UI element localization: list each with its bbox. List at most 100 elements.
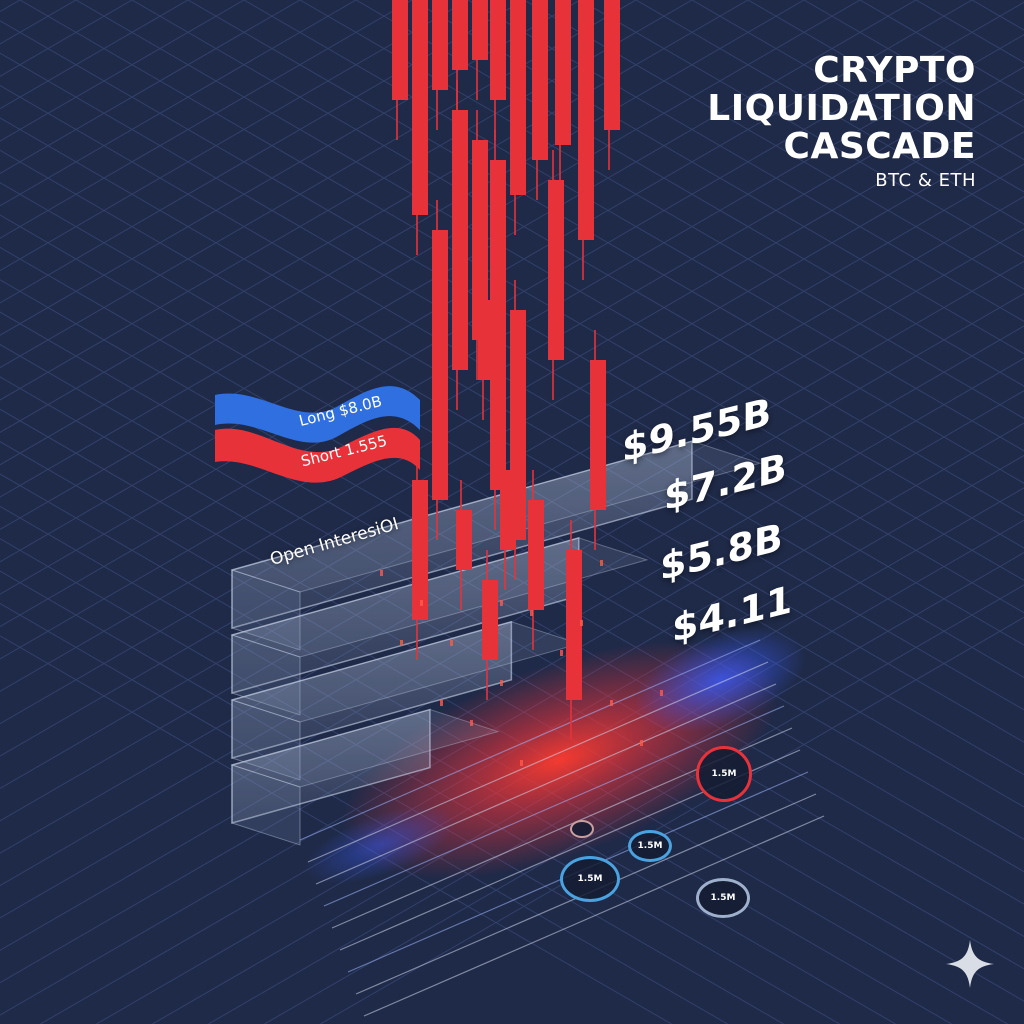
candle-body: [532, 0, 548, 160]
ember-particle: [440, 700, 443, 706]
ember-particle: [400, 640, 403, 646]
candle-body: [510, 0, 526, 195]
grid-line: [0, 505, 896, 1024]
candle-body: [528, 500, 544, 610]
grid-line: [0, 0, 581, 336]
grid-line: [411, 0, 1024, 355]
ember-particle: [580, 620, 583, 626]
candle-body: [555, 0, 571, 145]
ember-particle: [500, 680, 503, 686]
candle-body: [452, 0, 468, 70]
grid-line: [523, 0, 1024, 290]
bubble-label-1: 1.5M: [711, 769, 737, 779]
grid-line: [243, 0, 1024, 452]
short-ribbon: [215, 427, 420, 483]
ember-particle: [420, 600, 423, 606]
candle-body: [490, 160, 506, 490]
bubble-label-3: 1.5M: [637, 841, 663, 851]
bar-front-face: [231, 620, 513, 759]
grid-line: [75, 0, 1024, 549]
grid-line: [0, 0, 357, 207]
grid-line: [0, 0, 77, 45]
ember-particle: [600, 560, 603, 566]
grid-line: [299, 0, 1024, 420]
candle-body: [604, 0, 620, 130]
subtitle: BTC & ETH: [875, 170, 976, 191]
floor-streak: [307, 661, 769, 863]
ember-particle: [530, 610, 533, 616]
candle-body: [432, 230, 448, 500]
floor-streak: [299, 639, 761, 841]
candle-body: [472, 0, 488, 60]
title-line-3: CASCADE: [783, 126, 976, 167]
liquidation-bubble-4: 1.5M: [696, 878, 750, 918]
ember-particle: [380, 570, 383, 576]
ember-particle: [450, 640, 453, 646]
ember-particle: [560, 650, 563, 656]
liquidation-bubble-3: 1.5M: [628, 830, 672, 862]
bar-front-face: [231, 708, 431, 824]
grid-line: [0, 0, 917, 531]
floor-streak: [315, 683, 777, 885]
grid-line: [355, 0, 1024, 387]
candle-body: [472, 140, 488, 340]
candle-body: [578, 0, 594, 240]
grid-line: [0, 0, 525, 304]
bubble-label-2: 1.5M: [577, 874, 603, 884]
grid-line: [0, 0, 805, 466]
candle-body: [590, 360, 606, 510]
grid-line: [0, 0, 861, 498]
ember-particle: [500, 600, 503, 606]
candle-body: [412, 0, 428, 215]
grid-line: [691, 0, 1024, 193]
bar-top-face: [230, 440, 762, 593]
grid-line: [19, 0, 1024, 581]
title-block: CRYPTO LIQUIDATION CASCADE BTC & ETH: [707, 52, 976, 192]
liquidation-bubble-1: 1.5M: [696, 746, 752, 802]
ember-particle: [610, 700, 613, 706]
candle-body: [548, 180, 564, 360]
grid-line: [0, 0, 693, 401]
bar-side-face: [231, 764, 301, 846]
grid-line: [467, 0, 1024, 322]
ember-particle: [470, 720, 473, 726]
bubble-label-4: 1.5M: [710, 893, 736, 903]
long-short-ribbons: [215, 386, 420, 483]
ember-particle: [660, 690, 663, 696]
grid-line: [0, 0, 973, 563]
grid-line: [579, 0, 1024, 258]
candle-body: [490, 0, 506, 100]
liquidation-bubble-5: [570, 820, 594, 838]
grid-line: [0, 0, 301, 174]
candle-body: [392, 0, 408, 100]
grid-line: [0, 0, 189, 110]
open-interest-bar: [230, 708, 500, 846]
long-ribbon: [215, 386, 420, 443]
ember-particles: [380, 560, 663, 766]
ember-particle: [640, 740, 643, 746]
grid-line: [0, 0, 637, 369]
floor-streak: [323, 705, 785, 907]
candle-body: [432, 0, 448, 90]
grid-line: [635, 0, 1024, 225]
candle-body: [566, 550, 582, 700]
candlesticks: [392, 0, 620, 740]
grid-line: [971, 0, 1024, 31]
title-line-2: LIQUIDATION: [707, 88, 976, 129]
candle-body: [456, 510, 472, 570]
